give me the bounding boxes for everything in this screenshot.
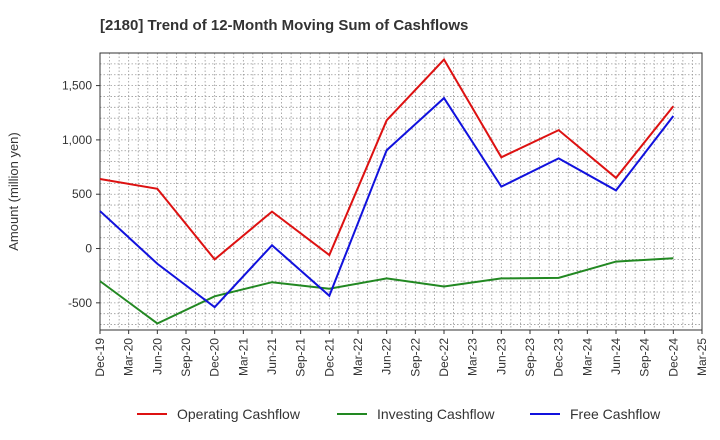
x-axis: Dec-19 Mar-20 Jun-20 Sep-20 Dec-20 Mar-21 Jun-… — [93, 330, 709, 377]
chart-title: [2180] Trend of 12-Month Moving Sum of C… — [100, 17, 468, 34]
x-tick-label: Sep-24 — [638, 338, 652, 377]
x-tick-label: Dec-20 — [208, 338, 222, 377]
x-tick-label: Mar-21 — [236, 338, 250, 376]
x-tick-label: Jun-21 — [265, 338, 279, 375]
investing-cashflow-line — [99, 257, 674, 325]
x-tick-label: Dec-22 — [437, 338, 451, 377]
y-tick-label: -500 — [68, 296, 92, 310]
legend-label-free-cashflow: Free Cashflow — [570, 406, 661, 422]
x-tick-label: Mar-20 — [122, 338, 136, 376]
y-axis: -500 0 500 1,000 1,500 — [62, 79, 100, 310]
y-tick-label: 0 — [85, 242, 92, 256]
x-tick-label: Jun-20 — [150, 338, 164, 375]
x-tick-label: Sep-22 — [408, 338, 422, 377]
operating-cashflow-line — [99, 57, 675, 261]
x-tick-label: Jun-22 — [380, 338, 394, 375]
legend-label-investing-cashflow: Investing Cashflow — [377, 406, 495, 422]
x-tick-label: Dec-19 — [93, 338, 107, 377]
x-tick-label: Dec-24 — [666, 338, 680, 377]
x-tick-label: Mar-23 — [466, 338, 480, 376]
x-tick-label: Sep-23 — [523, 338, 537, 377]
x-tick-label: Jun-24 — [609, 338, 623, 375]
legend-label-operating-cashflow: Operating Cashflow — [177, 406, 301, 422]
x-tick-label: Dec-21 — [322, 338, 336, 377]
x-tick-label: Jun-23 — [494, 338, 508, 375]
free-cashflow-line — [99, 96, 675, 309]
plot-area — [99, 52, 703, 331]
y-tick-label: 500 — [72, 187, 92, 201]
x-tick-label: Sep-20 — [179, 338, 193, 377]
legend: Operating Cashflow Investing Cashflow Free… — [137, 406, 661, 422]
x-tick-label: Sep-21 — [294, 338, 308, 377]
x-tick-label: Mar-24 — [580, 338, 594, 376]
y-axis-label: Amount (million yen) — [6, 132, 21, 251]
x-tick-label: Mar-22 — [351, 338, 365, 376]
x-tick-label: Mar-25 — [695, 338, 709, 376]
y-tick-label: 1,500 — [62, 79, 92, 93]
x-tick-label: Dec-23 — [552, 338, 566, 377]
y-tick-label: 1,000 — [62, 133, 92, 147]
series-lines — [99, 57, 675, 325]
grid-lines — [99, 52, 703, 330]
